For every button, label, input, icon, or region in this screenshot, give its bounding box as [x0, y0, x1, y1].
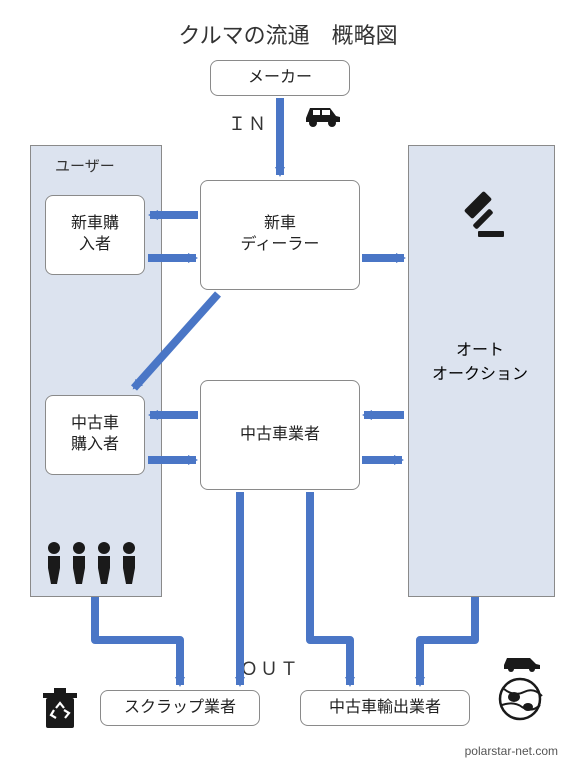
- node-new-buyer: 新車購 入者: [45, 195, 145, 275]
- node-auction: オート オークション: [420, 330, 540, 390]
- user-group-label: ユーザー: [55, 155, 115, 176]
- node-exporter: 中古車輸出業者: [300, 690, 470, 726]
- node-label: スクラップ業者: [124, 698, 236, 719]
- node-label: 中古車 購入者: [71, 414, 119, 456]
- node-scrap: スクラップ業者: [100, 690, 260, 726]
- recycle-bin-icon: [40, 688, 80, 737]
- node-label: オート オークション: [432, 336, 528, 384]
- node-used-buyer: 中古車 購入者: [45, 395, 145, 475]
- flow-out-label: ＯＵＴ: [240, 655, 300, 681]
- node-new-dealer: 新車 ディーラー: [200, 180, 360, 290]
- node-label: 新車 ディーラー: [241, 214, 320, 256]
- credit-text: polarstar-net.com: [465, 744, 558, 758]
- node-maker: メーカー: [210, 60, 350, 96]
- node-label: メーカー: [248, 68, 312, 89]
- car-icon: [300, 102, 344, 135]
- people-icon: [42, 540, 142, 591]
- node-label: 新車購 入者: [71, 214, 119, 256]
- diagram-title: クルマの流通 概略図: [0, 18, 576, 50]
- gavel-icon: [450, 185, 510, 250]
- node-label: 中古車輸出業者: [329, 698, 441, 719]
- flow-in-label: ＩＮ: [228, 110, 268, 136]
- globe-car-icon: [490, 655, 550, 730]
- node-label: 中古車業者: [240, 425, 320, 446]
- node-used-dealer: 中古車業者: [200, 380, 360, 490]
